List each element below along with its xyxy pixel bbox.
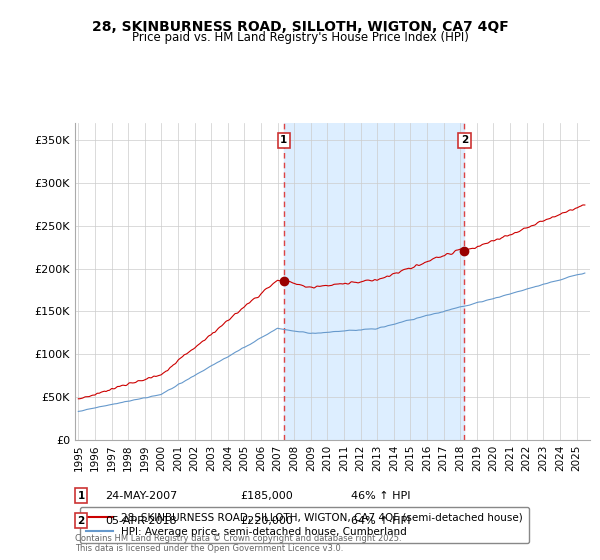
Text: 2: 2 [77, 516, 85, 526]
Text: 1: 1 [77, 491, 85, 501]
Legend: 28, SKINBURNESS ROAD, SILLOTH, WIGTON, CA7 4QF (semi-detached house), HPI: Avera: 28, SKINBURNESS ROAD, SILLOTH, WIGTON, C… [80, 506, 529, 543]
Text: 28, SKINBURNESS ROAD, SILLOTH, WIGTON, CA7 4QF: 28, SKINBURNESS ROAD, SILLOTH, WIGTON, C… [92, 20, 508, 34]
Text: Contains HM Land Registry data © Crown copyright and database right 2025.
This d: Contains HM Land Registry data © Crown c… [75, 534, 401, 553]
Bar [284, 123, 464, 440]
Text: 2: 2 [461, 136, 468, 145]
Text: Price paid vs. HM Land Registry's House Price Index (HPI): Price paid vs. HM Land Registry's House … [131, 31, 469, 44]
Text: £220,000: £220,000 [240, 516, 293, 526]
Text: 1: 1 [280, 136, 287, 145]
Text: 24-MAY-2007: 24-MAY-2007 [105, 491, 177, 501]
Text: £185,000: £185,000 [240, 491, 293, 501]
Text: 64% ↑ HPI: 64% ↑ HPI [351, 516, 410, 526]
Text: 05-APR-2018: 05-APR-2018 [105, 516, 176, 526]
Text: 46% ↑ HPI: 46% ↑ HPI [351, 491, 410, 501]
